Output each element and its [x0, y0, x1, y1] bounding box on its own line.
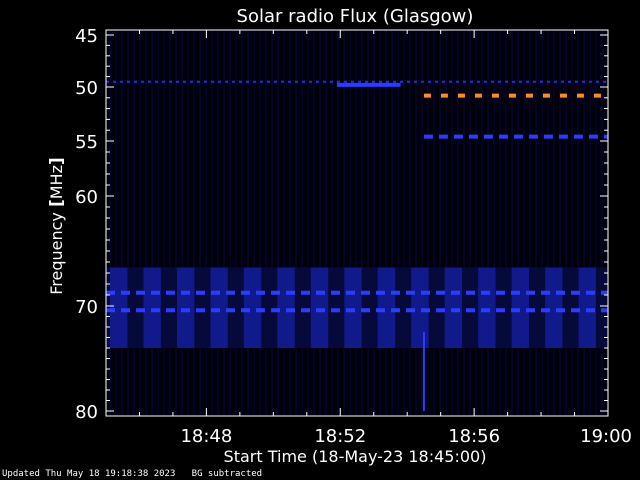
- updated-timestamp: Updated Thu May 18 19:18:38 2023: [2, 469, 176, 479]
- band-block: [277, 267, 295, 348]
- axes: 45 50 55 60 70 80 18:48 18:52 18:56 19:00: [75, 26, 632, 447]
- y-axis-label-text: Frequency: [47, 207, 66, 295]
- band-block: [444, 267, 463, 348]
- y-tick-label: 55: [75, 132, 98, 153]
- chart-title: Solar radio Flux (Glasgow): [237, 6, 474, 27]
- y-axis-label: Frequency [MHz]: [47, 157, 67, 295]
- plot-frame: [105, 29, 609, 417]
- band-block: [578, 267, 596, 348]
- band-block: [176, 267, 195, 348]
- y-tick-label: 80: [75, 402, 98, 423]
- y-tick-label: 50: [75, 78, 98, 99]
- band-block: [411, 267, 429, 348]
- x-tick-label: 18:56: [448, 426, 500, 447]
- y-axis-label-unit: MHz: [47, 165, 66, 199]
- y-tick-label: 45: [75, 26, 98, 47]
- band-block: [511, 267, 530, 348]
- band-block: [143, 267, 161, 348]
- band-block: [243, 267, 262, 348]
- band-block: [545, 267, 563, 348]
- x-axis-label: Start Time (18-May-23 18:45:00): [224, 447, 487, 466]
- y-tick-label: 60: [75, 187, 98, 208]
- band-block: [478, 267, 496, 348]
- band-block: [377, 267, 396, 348]
- y-tick-label: 70: [75, 297, 98, 318]
- bg-subtracted-note: BG subtracted: [191, 469, 263, 479]
- x-tick-label: 18:48: [180, 426, 232, 447]
- plot-area: [106, 30, 608, 416]
- band-block: [344, 267, 362, 348]
- x-tick-label: 19:00: [580, 426, 632, 447]
- band-block: [310, 267, 329, 348]
- band-block: [210, 267, 228, 348]
- band-block: [110, 267, 128, 348]
- x-tick-label: 18:52: [314, 426, 366, 447]
- footer-status: Updated Thu May 18 19:18:38 2023 BG subt…: [2, 469, 262, 479]
